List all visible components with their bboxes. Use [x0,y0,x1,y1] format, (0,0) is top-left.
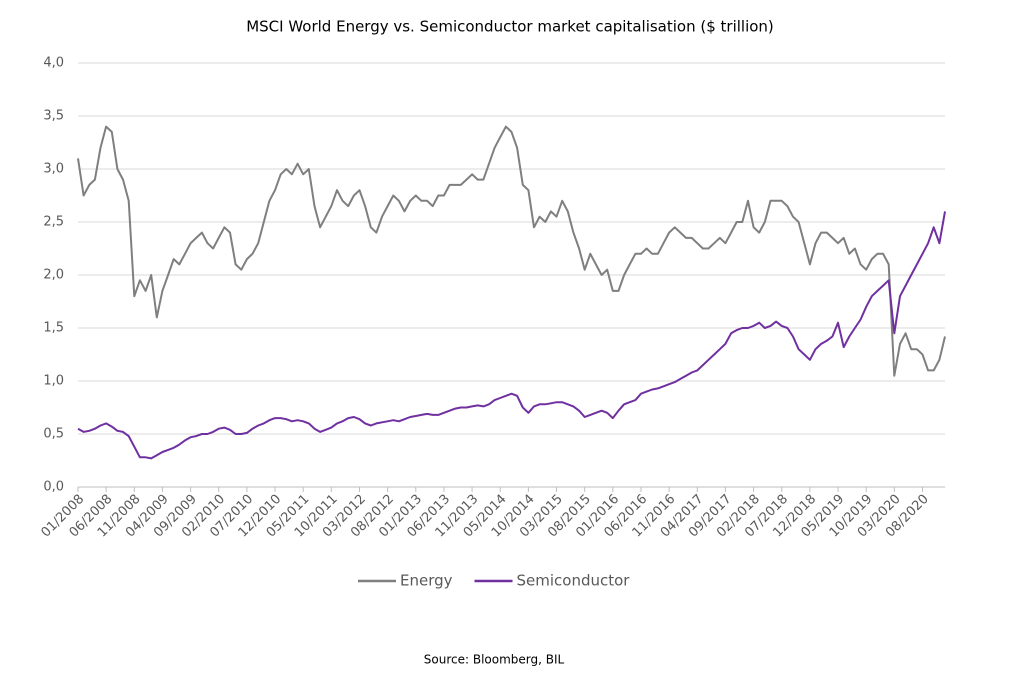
y-tick-label: 3,5 [43,109,64,124]
y-tick-label: 1,5 [43,321,64,336]
series-line [77,211,946,460]
y-tick-label: 4,0 [43,56,64,71]
y-tick-label: 3,0 [43,162,64,177]
y-tick-label: 1,0 [43,374,64,389]
series-line [77,125,946,377]
y-tick-label: 2,0 [43,268,64,283]
legend-label: Semiconductor [517,572,631,590]
legend-label: Energy [400,572,453,590]
chart-title: MSCI World Energy vs. Semiconductor mark… [246,18,774,36]
y-tick-label: 0,0 [43,480,64,495]
source-note: Source: Bloomberg, BIL [424,653,565,667]
y-tick-label: 2,5 [43,215,64,230]
y-tick-label: 0,5 [43,427,64,442]
